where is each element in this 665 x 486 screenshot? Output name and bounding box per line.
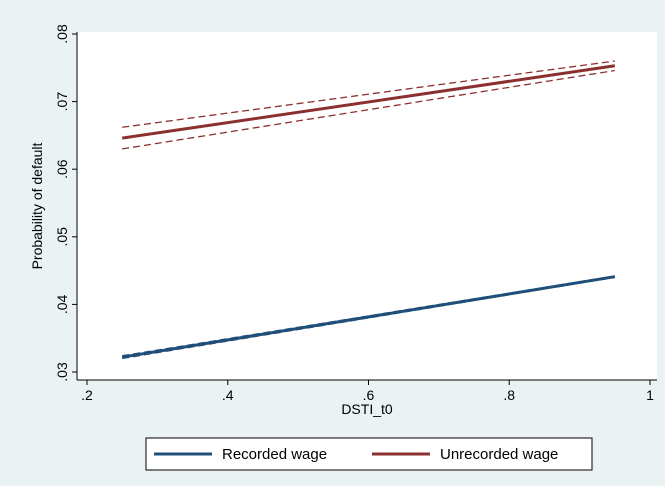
- y-tick-label: .05: [54, 227, 70, 247]
- x-tick-label: .2: [81, 387, 93, 403]
- legend-box: [145, 437, 593, 471]
- x-tick-label: .4: [222, 387, 234, 403]
- ci-upper-line-2: [122, 60, 615, 128]
- x-tick-label: 1: [646, 387, 654, 403]
- x-tick-label: .8: [503, 387, 515, 403]
- x-axis-label: DSTI_t0: [341, 401, 393, 417]
- legend-label-1: Recorded wage: [222, 446, 327, 463]
- axes: .03 .04 .05 .06 .07 .08 .2 .4 .6 .8 1: [54, 24, 657, 403]
- series-line-1: [121, 275, 616, 359]
- y-tick-label: .03: [54, 362, 70, 382]
- x-tick-label: .6: [363, 387, 375, 403]
- y-tick-label: .06: [54, 159, 70, 179]
- ci-lower-line-2: [122, 69, 615, 150]
- y-tick-label: .08: [54, 24, 70, 44]
- y-axis-label: Probability of default: [29, 142, 45, 269]
- y-tick-label: .04: [54, 294, 70, 314]
- legend-label-2: Unrecorded wage: [440, 446, 558, 463]
- legend: Recorded wage Unrecorded wage: [145, 437, 593, 471]
- series-line-2: [121, 64, 616, 140]
- series-lines: [121, 64, 616, 359]
- y-tick-label: .07: [54, 92, 70, 112]
- plot-area: [77, 32, 657, 380]
